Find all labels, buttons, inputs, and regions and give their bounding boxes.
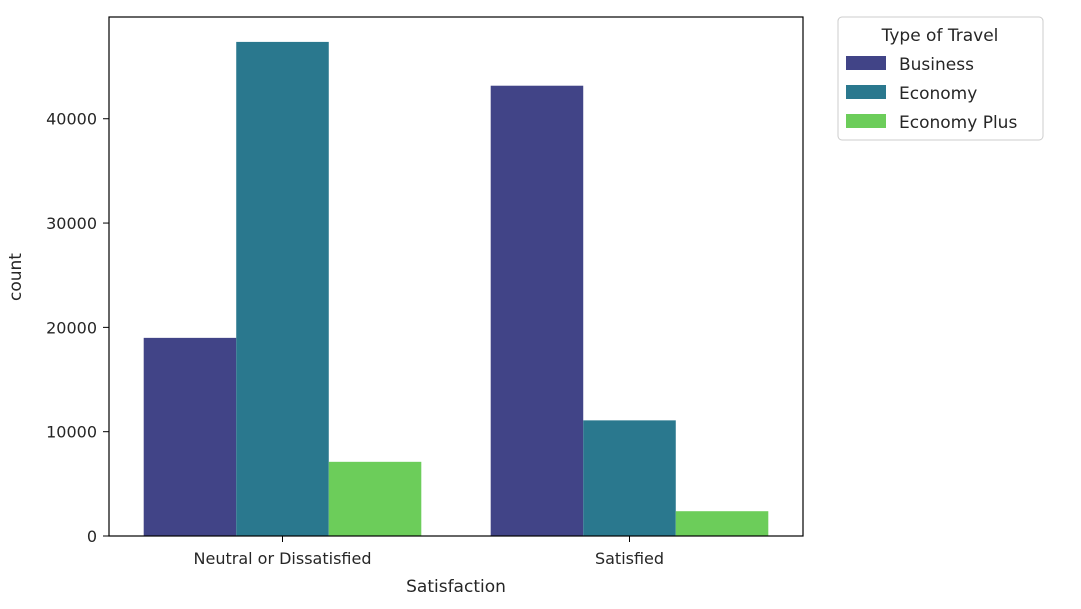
legend-swatch-business <box>846 56 886 70</box>
x-tick-label: Neutral or Dissatisfied <box>194 549 372 568</box>
legend-label-business: Business <box>899 55 974 75</box>
bar-economy-0 <box>236 41 329 537</box>
legend-items: Business Economy Economy Plus <box>846 55 1017 133</box>
legend-swatch-economy <box>846 85 886 99</box>
y-axis: 0 10000 20000 30000 40000 <box>46 110 109 546</box>
y-tick-label: 40000 <box>46 110 97 129</box>
legend: Type of Travel Business Economy Economy Pl… <box>837 16 1044 141</box>
y-tick-label: 0 <box>87 527 97 546</box>
x-tick-label: Satisfied <box>595 549 664 568</box>
bar-business-1 <box>490 85 584 537</box>
legend-label-economy: Economy <box>899 84 977 104</box>
legend-swatch-economy-plus <box>846 114 886 128</box>
bars-group <box>143 41 769 537</box>
legend-frame <box>837 16 1044 141</box>
x-axis: Neutral or Dissatisfied Satisfied <box>194 536 664 568</box>
plot-frame <box>108 16 804 537</box>
bar-business-0 <box>143 337 237 536</box>
bar-economy-plus-1 <box>675 511 769 536</box>
y-tick-label: 30000 <box>46 214 97 233</box>
y-axis-label: count <box>6 253 26 301</box>
legend-title: Type of Travel <box>881 26 999 46</box>
y-tick-label: 10000 <box>46 423 97 442</box>
bar-economy-plus-0 <box>328 461 422 536</box>
legend-label-economy-plus: Economy Plus <box>899 113 1017 133</box>
bar-economy-1 <box>583 420 676 536</box>
y-tick-label: 20000 <box>46 318 97 337</box>
x-axis-label: Satisfaction <box>406 577 506 597</box>
